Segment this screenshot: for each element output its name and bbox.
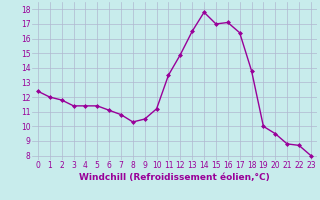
X-axis label: Windchill (Refroidissement éolien,°C): Windchill (Refroidissement éolien,°C) bbox=[79, 173, 270, 182]
